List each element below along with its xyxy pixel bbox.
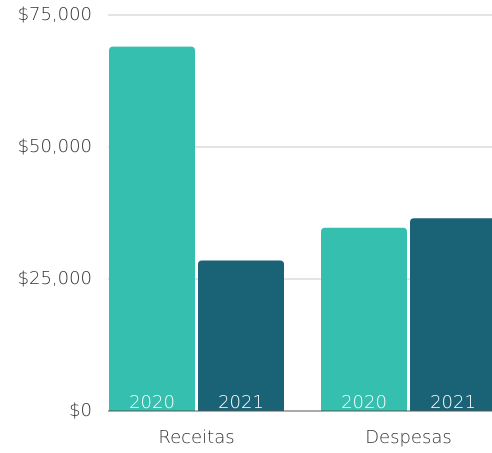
bar-series-label: 2021 (218, 392, 264, 413)
bar-series-label: 2021 (430, 392, 476, 413)
bar (410, 218, 492, 411)
bar (198, 260, 284, 411)
y-tick-label: $0 (69, 400, 92, 421)
x-tick-label: Despesas (365, 427, 452, 448)
bar (109, 46, 195, 412)
bar-series-label: 2020 (129, 392, 175, 413)
y-tick-label: $75,000 (18, 4, 92, 25)
x-tick-label: Receitas (158, 427, 234, 448)
y-tick-label: $50,000 (18, 136, 92, 157)
bar-series-label: 2020 (341, 392, 387, 413)
y-tick-label: $25,000 (18, 268, 92, 289)
bar (321, 227, 407, 411)
